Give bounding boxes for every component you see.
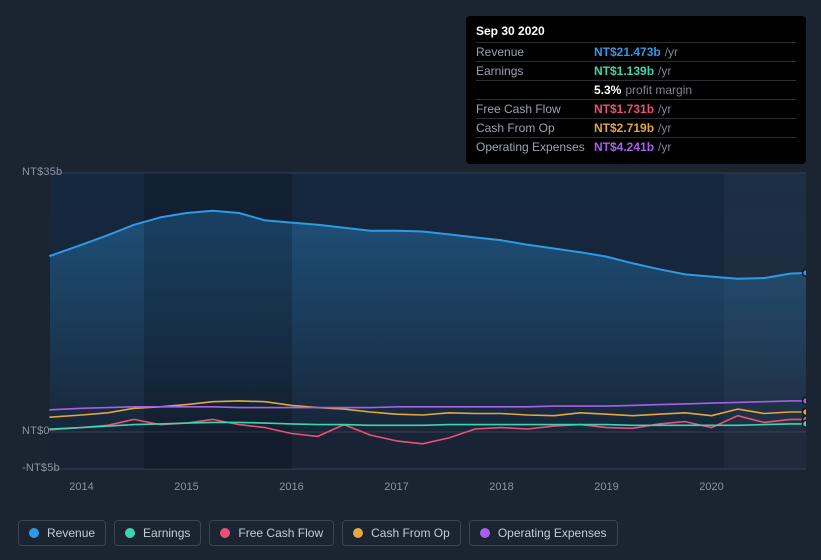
- tooltip-row: 5.3% profit margin: [476, 80, 796, 99]
- tooltip-row-value: NT$21.473b: [594, 45, 661, 59]
- tooltip-row-label: Operating Expenses: [476, 140, 594, 154]
- y-axis-label: -NT$5b: [22, 462, 60, 474]
- tooltip-row-value: 5.3%: [594, 83, 621, 97]
- tooltip-row-suffix: /yr: [658, 121, 671, 135]
- legend-label: Operating Expenses: [498, 526, 607, 540]
- x-axis-label: 2020: [699, 481, 723, 493]
- series-end-marker[interactable]: [803, 420, 807, 427]
- x-axis-label: 2018: [489, 481, 513, 493]
- tooltip-row-suffix: /yr: [658, 140, 671, 154]
- tooltip-row-value: NT$2.719b: [594, 121, 654, 135]
- tooltip-row-label: [476, 83, 594, 97]
- legend-item[interactable]: Revenue: [18, 520, 106, 546]
- legend-label: Earnings: [143, 526, 190, 540]
- legend-swatch: [125, 528, 135, 538]
- legend-swatch: [220, 528, 230, 538]
- tooltip-row: EarningsNT$1.139b/yr: [476, 61, 796, 80]
- series-end-marker[interactable]: [803, 397, 807, 404]
- chart-legend: Revenue Earnings Free Cash Flow Cash From O…: [18, 520, 618, 546]
- tooltip-row: Free Cash FlowNT$1.731b/yr: [476, 99, 796, 118]
- legend-swatch: [29, 528, 39, 538]
- legend-label: Free Cash Flow: [238, 526, 323, 540]
- tooltip-row-label: Cash From Op: [476, 121, 594, 135]
- legend-item[interactable]: Free Cash Flow: [209, 520, 334, 546]
- legend-item[interactable]: Operating Expenses: [469, 520, 618, 546]
- legend-item[interactable]: Earnings: [114, 520, 201, 546]
- financials-chart[interactable]: 2014201520162017201820192020 NT$35bNT$0-…: [18, 155, 806, 473]
- x-axis-label: 2017: [384, 481, 408, 493]
- series-end-marker[interactable]: [803, 409, 807, 416]
- tooltip-row-value: NT$1.731b: [594, 102, 654, 116]
- chart-svg[interactable]: [18, 155, 806, 473]
- x-axis-label: 2015: [174, 481, 198, 493]
- tooltip-row-suffix: /yr: [658, 64, 671, 78]
- tooltip-row-suffix: /yr: [665, 45, 678, 59]
- tooltip-row: Cash From OpNT$2.719b/yr: [476, 118, 796, 137]
- tooltip-row-value: NT$4.241b: [594, 140, 654, 154]
- x-axis-label: 2019: [594, 481, 618, 493]
- legend-item[interactable]: Cash From Op: [342, 520, 461, 546]
- tooltip-row-value: NT$1.139b: [594, 64, 654, 78]
- tooltip-row-label: Earnings: [476, 64, 594, 78]
- y-axis-label: NT$35b: [22, 166, 62, 178]
- legend-swatch: [353, 528, 363, 538]
- x-axis-label: 2016: [279, 481, 303, 493]
- chart-tooltip: Sep 30 2020RevenueNT$21.473b/yrEarningsN…: [466, 16, 806, 164]
- legend-swatch: [480, 528, 490, 538]
- tooltip-row-suffix: /yr: [658, 102, 671, 116]
- tooltip-row-label: Free Cash Flow: [476, 102, 594, 116]
- x-axis-label: 2014: [69, 481, 93, 493]
- tooltip-title: Sep 30 2020: [476, 24, 796, 38]
- tooltip-row-suffix: profit margin: [625, 83, 692, 97]
- tooltip-row-label: Revenue: [476, 45, 594, 59]
- legend-label: Cash From Op: [371, 526, 450, 540]
- tooltip-row: Operating ExpensesNT$4.241b/yr: [476, 137, 796, 156]
- y-axis-label: NT$0: [22, 425, 50, 437]
- legend-label: Revenue: [47, 526, 95, 540]
- series-end-marker[interactable]: [803, 269, 807, 276]
- tooltip-row: RevenueNT$21.473b/yr: [476, 42, 796, 61]
